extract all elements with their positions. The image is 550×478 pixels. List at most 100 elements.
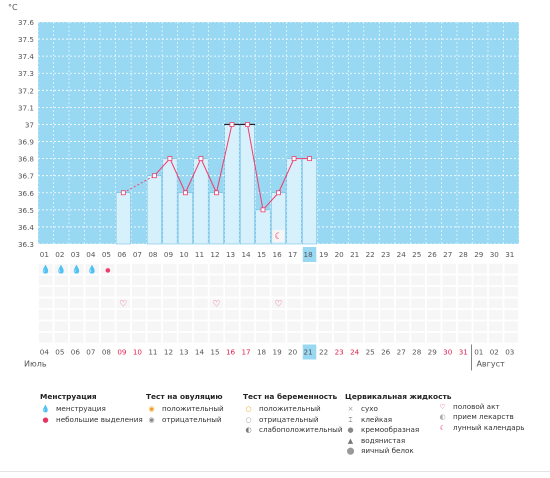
symbol-cell [441, 332, 457, 344]
symbol-cell [193, 263, 209, 275]
symbol-cell [162, 332, 178, 344]
cycle-day-label: 23 [381, 250, 390, 259]
temperature-bar [177, 192, 193, 245]
temperature-point [151, 173, 157, 179]
calendar-date-label: 31 [459, 348, 468, 357]
month-label-july: Июль [24, 360, 47, 369]
ovulation-positive-icon: ◉ [148, 405, 155, 414]
temperature-line-segment [278, 158, 295, 193]
symbol-cell [239, 309, 256, 321]
symbol-cell [239, 297, 256, 309]
symbol-cell [53, 286, 69, 298]
cycle-day-label: 28 [459, 250, 469, 259]
symbol-cell [115, 309, 131, 321]
cycle-day-label: 05 [102, 250, 111, 259]
symbol-cell [379, 286, 395, 298]
symbol-cell [301, 332, 318, 344]
cycle-day-label: 08 [148, 250, 158, 259]
temperature-bar [162, 158, 178, 245]
symbol-cell [394, 332, 411, 344]
symbol-cell [457, 263, 473, 275]
temperature-point [276, 190, 281, 196]
temperature-bar [255, 209, 271, 245]
symbol-cell [224, 274, 240, 286]
y-tick-label: 36.8 [18, 155, 34, 164]
symbol-cell [193, 286, 209, 298]
cycle-day-label: 01 [40, 250, 49, 259]
y-tick-label: 36.5 [18, 206, 34, 215]
symbol-cell [84, 332, 100, 344]
legend-menstruation-title: Менструация [40, 392, 97, 401]
legend-label: положительный [259, 404, 321, 414]
temperature-point [245, 122, 250, 127]
y-tick-label: 37.1 [18, 103, 34, 112]
cycle-day-label: 12 [210, 250, 219, 259]
symbol-cell [457, 274, 473, 286]
cycle-day-label: 02 [55, 250, 64, 259]
symbol-cell [488, 297, 504, 309]
symbol-cell [503, 320, 519, 332]
symbol-cell [255, 332, 271, 344]
legend-item-spotting: ● небольшие выделения [40, 415, 142, 425]
symbol-cell [457, 320, 473, 332]
symbol-cell [317, 309, 333, 321]
calendar-date-label: 14 [195, 348, 205, 357]
symbol-cell [177, 332, 194, 344]
symbol-cell [317, 332, 333, 344]
symbol-cell [363, 286, 380, 298]
symbol-cell [286, 332, 302, 344]
legend-label: яичный белок [361, 446, 414, 456]
cycle-day-label: 14 [241, 250, 251, 259]
symbol-cell [426, 286, 442, 298]
heart-icon: ♡ [119, 300, 127, 310]
cycle-day-label: 04 [86, 250, 96, 259]
symbol-cell [53, 320, 69, 332]
calendar-date-label: 06 [71, 348, 81, 357]
symbol-cell [394, 263, 411, 275]
calendar-date-label: 03 [505, 348, 514, 357]
symbol-cell [410, 332, 426, 344]
symbol-cell [488, 263, 504, 275]
symbol-cell [38, 332, 54, 344]
calendar-date-label: 19 [273, 348, 283, 357]
symbol-cell [84, 297, 100, 309]
symbol-cell [301, 320, 318, 332]
symbol-cell [286, 297, 302, 309]
symbol-cell [224, 332, 240, 344]
legend-label: слабоположительный [259, 425, 343, 435]
calendar-date-label: 08 [102, 348, 112, 357]
cycle-day-label: 11 [195, 250, 204, 259]
symbol-cell [131, 309, 147, 321]
symbol-cell [224, 263, 240, 275]
symbol-cell [441, 274, 457, 286]
calendar-date-label: 15 [210, 348, 219, 357]
symbol-cell [69, 320, 85, 332]
legend-label: положительный [162, 404, 224, 414]
symbol-cell [379, 309, 395, 321]
symbol-cell [503, 332, 519, 344]
symbol-cell [457, 332, 473, 344]
calendar-date-label: 17 [241, 348, 250, 357]
symbol-cell [503, 286, 519, 298]
calendar-date-label: 26 [381, 348, 391, 357]
symbol-cell [348, 274, 364, 286]
calendar-date-label: 29 [428, 348, 438, 357]
pregnancy-positive-icon: ○ [245, 405, 252, 414]
symbol-cell [394, 297, 411, 309]
temperature-bar [302, 158, 318, 245]
symbol-cell [441, 309, 457, 321]
symbol-cell [100, 309, 116, 321]
symbol-cell [162, 320, 178, 332]
calendar-date-label: 16 [226, 348, 236, 357]
symbol-cell [224, 309, 240, 321]
symbol-cell [115, 332, 131, 344]
y-tick-label: 37.6 [18, 18, 34, 27]
symbol-cell [410, 263, 426, 275]
symbol-cell [286, 320, 302, 332]
cycle-day-label: 03 [71, 250, 80, 259]
heart-icon: ♡ [212, 300, 220, 310]
cycle-day-label: 17 [288, 250, 297, 259]
ovulation-negative-icon: ◉ [148, 415, 155, 424]
legend-pregnancy-title: Тест на беременность [243, 392, 338, 401]
